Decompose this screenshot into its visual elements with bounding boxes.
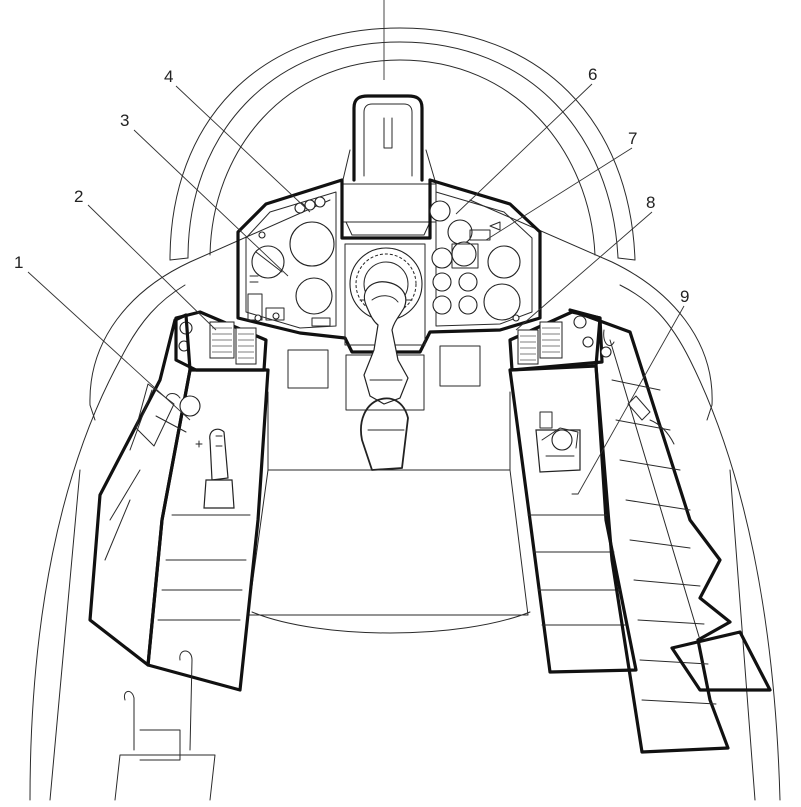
left-side-console [146, 368, 270, 692]
callout-1: 1 [14, 253, 23, 272]
left-outer-panel [88, 313, 201, 667]
right-side-console [508, 364, 638, 674]
callout-leaders [27, 0, 685, 495]
callout-8: 8 [646, 193, 655, 212]
sub-panel-boxes [287, 345, 481, 411]
head-up-display [341, 94, 437, 236]
left-panel-instruments [247, 196, 335, 327]
ejection-seat-handles [114, 650, 216, 801]
callout-7: 7 [628, 129, 637, 148]
right-outer-panels [568, 308, 772, 754]
control-stick [360, 281, 409, 471]
callout-2: 2 [74, 187, 83, 206]
callout-9: 9 [680, 287, 689, 306]
callout-4: 4 [164, 67, 173, 86]
callout-labels: 1 2 3 4 6 7 8 9 [14, 65, 689, 306]
cockpit-floor [247, 391, 531, 634]
callout-3: 3 [120, 111, 129, 130]
right-panel-instruments [429, 200, 521, 322]
callout-6: 6 [588, 65, 597, 84]
main-instrument-panel [236, 178, 542, 354]
canopy-frame [169, 27, 636, 261]
right-forward-console [508, 310, 604, 372]
